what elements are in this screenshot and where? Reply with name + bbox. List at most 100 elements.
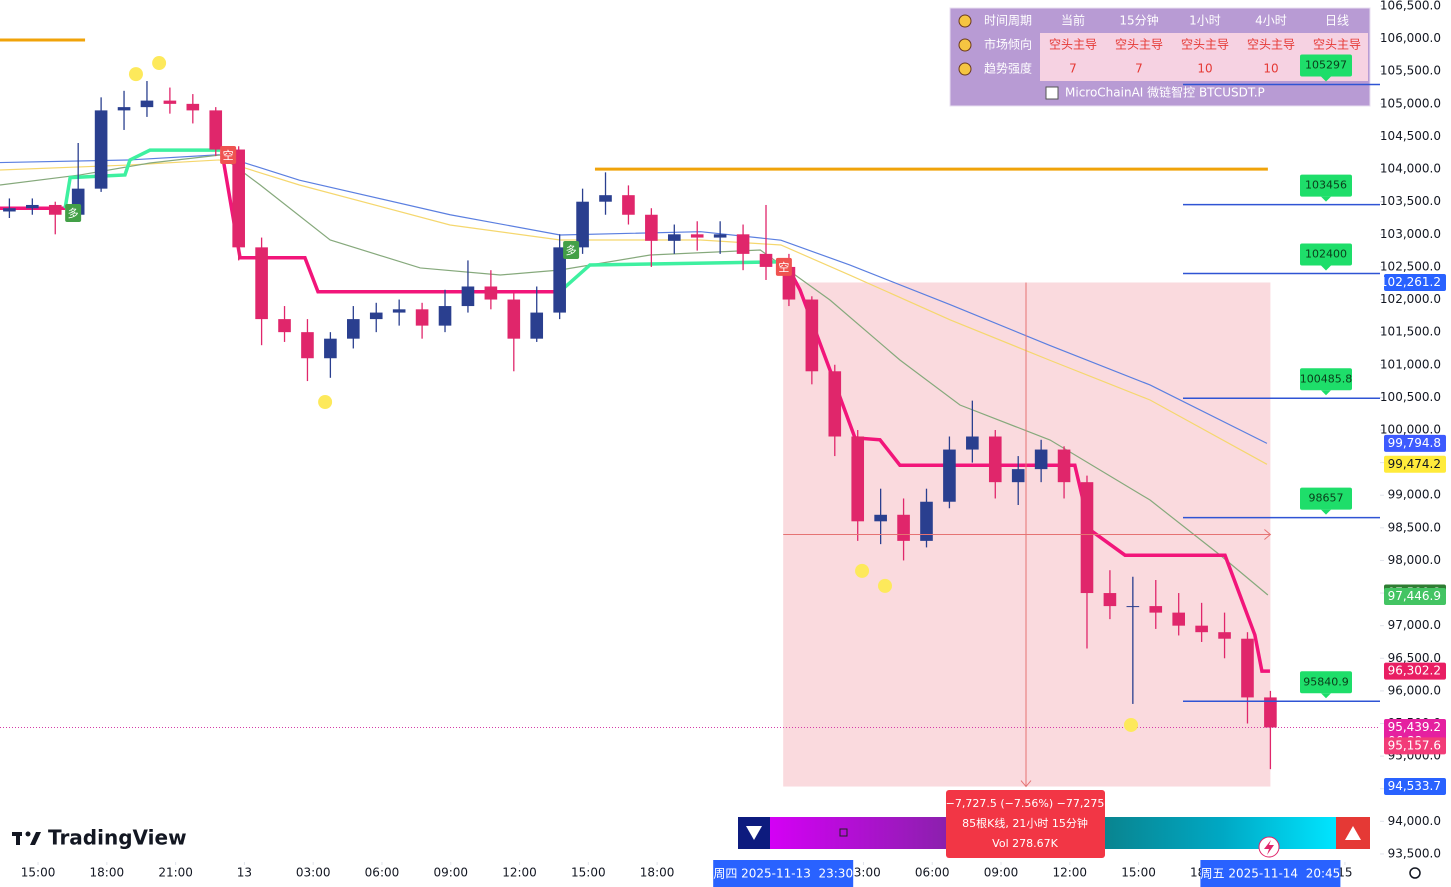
price-label: 95,157.6 bbox=[1388, 738, 1441, 752]
y-tick-label: 102,500.0 bbox=[1380, 259, 1441, 273]
price-label: 96,302.2 bbox=[1388, 664, 1441, 678]
candle-body bbox=[599, 195, 612, 202]
signal-dot bbox=[152, 56, 167, 71]
candle-body bbox=[48, 204, 62, 215]
y-tick-label: 96,500.0 bbox=[1388, 651, 1441, 665]
settings-gear[interactable] bbox=[1409, 867, 1421, 879]
candle-body bbox=[988, 436, 1002, 483]
candle-body bbox=[576, 201, 589, 248]
candle-body bbox=[645, 214, 658, 241]
signal-dot bbox=[1124, 717, 1139, 732]
candle-body bbox=[1103, 593, 1117, 607]
signal-marker bbox=[563, 240, 580, 259]
y-tick-label: 106,000.0 bbox=[1380, 31, 1441, 45]
level-label-box bbox=[1300, 368, 1352, 391]
y-tick-label: 94,000.0 bbox=[1388, 814, 1441, 828]
signal-dot bbox=[855, 563, 870, 578]
candle-body bbox=[736, 234, 750, 254]
price-label: 94,533.7 bbox=[1388, 779, 1441, 793]
signal-dot bbox=[877, 578, 892, 593]
candle-body bbox=[3, 208, 16, 212]
panel-header: 时间周期 bbox=[984, 14, 1032, 28]
price-label: 99,794.8 bbox=[1388, 436, 1441, 450]
candle-body bbox=[667, 234, 681, 241]
alert-bolt bbox=[1264, 840, 1274, 855]
level-label-box bbox=[1300, 487, 1352, 510]
x-tick-label: 09:00 bbox=[433, 866, 468, 880]
panel-cell: 10 bbox=[1197, 62, 1212, 76]
level-label: 95840.9 bbox=[1303, 675, 1349, 688]
x-tick-label: 06:00 bbox=[915, 866, 950, 880]
price-label: 95,439.2 bbox=[1388, 720, 1441, 734]
measure-tooltip bbox=[946, 790, 1105, 858]
level-label: 100485.8 bbox=[1300, 372, 1353, 385]
candle-body bbox=[369, 312, 383, 320]
y-tick-label: 99,000.0 bbox=[1388, 488, 1441, 502]
candle-body bbox=[484, 286, 498, 300]
candle-body bbox=[347, 319, 360, 339]
candle-body bbox=[278, 319, 291, 333]
panel-icon bbox=[958, 14, 972, 28]
candle-body bbox=[1034, 449, 1048, 470]
candle-body bbox=[1080, 482, 1094, 594]
x-tick-label: 15:00 bbox=[1121, 866, 1156, 880]
y-tick-label: 101,000.0 bbox=[1380, 357, 1441, 371]
level-label-pointer bbox=[1321, 509, 1331, 515]
candle-body bbox=[828, 371, 842, 437]
signal-marker-label: 空 bbox=[223, 148, 234, 162]
price-label-box bbox=[1384, 588, 1446, 606]
y-tick-label: 96,000.0 bbox=[1388, 683, 1441, 697]
panel-footer: MicroChainAI 微链智控 BTCUSDT.P bbox=[1065, 85, 1265, 100]
signal-marker-label: 空 bbox=[778, 260, 789, 274]
x-tick-label: 03:00 bbox=[846, 866, 881, 880]
price-label-box bbox=[1384, 778, 1446, 796]
panel-header: 15分钟 bbox=[1119, 13, 1158, 28]
x-tick-label: 18:00 bbox=[640, 866, 675, 880]
y-tick-label: 105,000.0 bbox=[1380, 96, 1441, 110]
down-arrow bbox=[746, 826, 762, 840]
measure-text: 85根K线, 21小时 15分钟 bbox=[962, 816, 1088, 830]
candle-body bbox=[209, 110, 223, 150]
logo-part bbox=[25, 831, 31, 837]
crosshair-time-box bbox=[713, 860, 854, 887]
logo-part bbox=[16, 832, 20, 845]
candle-body bbox=[117, 107, 131, 111]
crosshair-time-box bbox=[1200, 860, 1341, 887]
candle-body bbox=[255, 247, 268, 320]
candle-body bbox=[805, 299, 819, 372]
candle-body bbox=[943, 449, 956, 502]
candle-body bbox=[1241, 638, 1254, 698]
signal-dot bbox=[318, 395, 333, 410]
panel-cell: 7 bbox=[1135, 62, 1143, 76]
candle-body bbox=[851, 436, 865, 522]
signal-marker-label: 多 bbox=[566, 243, 577, 257]
panel-cell: 空头主导 bbox=[1313, 38, 1361, 52]
candle-body bbox=[759, 253, 773, 267]
crosshair-time-label: 周五 2025-11-14 20:45 bbox=[1201, 867, 1341, 881]
candle-body bbox=[713, 234, 727, 238]
signal-marker-label: 多 bbox=[68, 206, 79, 220]
x-tick-label: 21:00 bbox=[158, 866, 193, 880]
price-label: 102,261.2 bbox=[1380, 275, 1441, 289]
line bbox=[560, 259, 786, 292]
x-tick-label: 15:00 bbox=[21, 866, 56, 880]
y-tick-label: 103,000.0 bbox=[1380, 227, 1441, 241]
candle-body bbox=[1195, 625, 1208, 633]
candle-body bbox=[507, 299, 521, 339]
candle-body bbox=[966, 436, 979, 450]
settings-icon[interactable] bbox=[1409, 867, 1421, 879]
price-label-box bbox=[1384, 737, 1446, 755]
level-label: 103456 bbox=[1305, 179, 1347, 192]
signal-marker bbox=[220, 145, 237, 164]
level-label-pointer bbox=[1321, 196, 1331, 202]
y-tick-label: 98,500.0 bbox=[1388, 520, 1441, 534]
line bbox=[0, 159, 1268, 465]
panel-header: 日线 bbox=[1325, 14, 1349, 28]
x-tick-label: 18:00 bbox=[90, 866, 125, 880]
candle-body bbox=[1011, 469, 1025, 483]
level-label-pointer bbox=[1321, 390, 1331, 396]
y-tick-label: 100,000.0 bbox=[1380, 422, 1441, 436]
candle-body bbox=[415, 309, 429, 326]
signal-marker bbox=[775, 257, 792, 276]
